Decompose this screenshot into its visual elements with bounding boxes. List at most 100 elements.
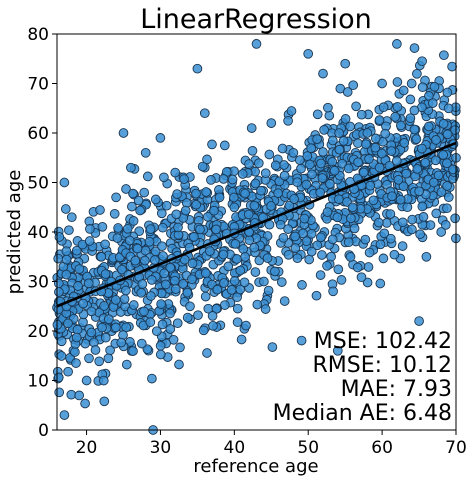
data-point bbox=[356, 109, 367, 120]
data-point bbox=[156, 208, 167, 219]
data-point bbox=[402, 202, 413, 213]
data-point bbox=[249, 200, 260, 211]
data-point bbox=[80, 398, 90, 409]
data-point bbox=[378, 102, 389, 113]
data-point bbox=[288, 147, 299, 158]
data-point bbox=[159, 172, 169, 183]
data-point bbox=[235, 265, 246, 276]
data-point bbox=[345, 252, 356, 262]
data-point bbox=[208, 320, 218, 331]
data-point bbox=[334, 128, 344, 138]
data-point bbox=[266, 201, 276, 211]
data-point bbox=[391, 156, 402, 166]
x-tick-label: 30 bbox=[150, 438, 172, 458]
data-point bbox=[206, 175, 216, 185]
data-point bbox=[113, 223, 123, 233]
y-tick-label: 60 bbox=[27, 124, 49, 144]
data-point bbox=[230, 239, 241, 249]
data-point bbox=[336, 275, 347, 285]
data-point bbox=[83, 278, 94, 289]
data-point bbox=[283, 249, 294, 260]
data-point bbox=[412, 164, 423, 174]
data-point bbox=[237, 169, 248, 179]
metric-label: RMSE: 10.12 bbox=[312, 353, 452, 378]
data-point bbox=[212, 284, 223, 295]
data-point bbox=[191, 188, 201, 199]
data-point bbox=[78, 298, 88, 309]
data-point bbox=[327, 234, 338, 245]
data-point bbox=[64, 225, 74, 236]
data-point bbox=[136, 287, 147, 298]
data-point bbox=[84, 236, 95, 246]
data-point bbox=[135, 205, 145, 216]
data-point bbox=[414, 316, 424, 326]
data-point bbox=[103, 353, 114, 364]
data-point bbox=[96, 251, 107, 262]
data-point bbox=[373, 217, 384, 228]
data-point bbox=[182, 312, 193, 323]
data-point bbox=[71, 332, 82, 343]
data-point bbox=[439, 50, 449, 61]
data-point bbox=[146, 291, 156, 301]
data-point bbox=[430, 155, 441, 166]
data-point bbox=[450, 213, 460, 224]
data-point bbox=[204, 246, 215, 256]
data-point bbox=[397, 241, 408, 251]
data-point bbox=[442, 87, 453, 98]
data-point bbox=[136, 338, 147, 349]
data-point bbox=[122, 223, 133, 234]
data-point bbox=[431, 208, 442, 219]
data-point bbox=[279, 170, 290, 181]
data-point bbox=[396, 120, 406, 131]
data-point bbox=[116, 337, 127, 348]
data-point bbox=[158, 251, 168, 261]
data-point bbox=[250, 178, 261, 189]
data-point bbox=[100, 332, 111, 343]
data-point bbox=[438, 150, 449, 160]
data-point bbox=[290, 243, 301, 253]
data-point bbox=[323, 102, 333, 113]
y-tick-label: 10 bbox=[27, 372, 49, 392]
data-point bbox=[332, 212, 343, 223]
data-point bbox=[267, 342, 278, 352]
data-point bbox=[266, 118, 277, 128]
data-point bbox=[219, 140, 230, 151]
data-point bbox=[191, 199, 202, 210]
data-point bbox=[427, 98, 438, 108]
metric-label: MAE: 7.93 bbox=[341, 377, 452, 402]
data-point bbox=[374, 162, 385, 173]
data-point bbox=[74, 264, 85, 274]
data-point bbox=[306, 143, 316, 154]
data-point bbox=[61, 269, 72, 280]
data-point bbox=[174, 359, 184, 370]
data-point bbox=[244, 159, 254, 169]
data-point bbox=[142, 171, 153, 182]
data-point bbox=[302, 151, 313, 161]
data-point bbox=[443, 103, 454, 114]
data-point bbox=[229, 276, 240, 286]
data-point bbox=[109, 208, 120, 219]
data-point bbox=[185, 301, 195, 312]
data-point bbox=[312, 109, 323, 120]
data-point bbox=[209, 205, 219, 216]
data-point bbox=[117, 264, 127, 275]
data-point bbox=[317, 250, 327, 260]
data-point bbox=[334, 144, 345, 155]
data-point bbox=[97, 221, 108, 232]
data-point bbox=[74, 390, 85, 401]
data-point bbox=[145, 224, 156, 234]
data-point bbox=[66, 389, 77, 400]
data-point bbox=[59, 410, 70, 420]
data-point bbox=[387, 191, 397, 202]
data-point bbox=[365, 180, 376, 191]
data-point bbox=[278, 232, 289, 243]
data-point bbox=[118, 128, 129, 138]
data-point bbox=[199, 108, 210, 119]
x-axis-ticks: 20 30 40 50 60 70 bbox=[76, 430, 467, 458]
data-point bbox=[436, 187, 447, 197]
data-point bbox=[362, 277, 373, 288]
data-point bbox=[415, 229, 425, 240]
data-point bbox=[306, 246, 317, 257]
data-point bbox=[290, 231, 300, 242]
data-point bbox=[322, 260, 332, 271]
